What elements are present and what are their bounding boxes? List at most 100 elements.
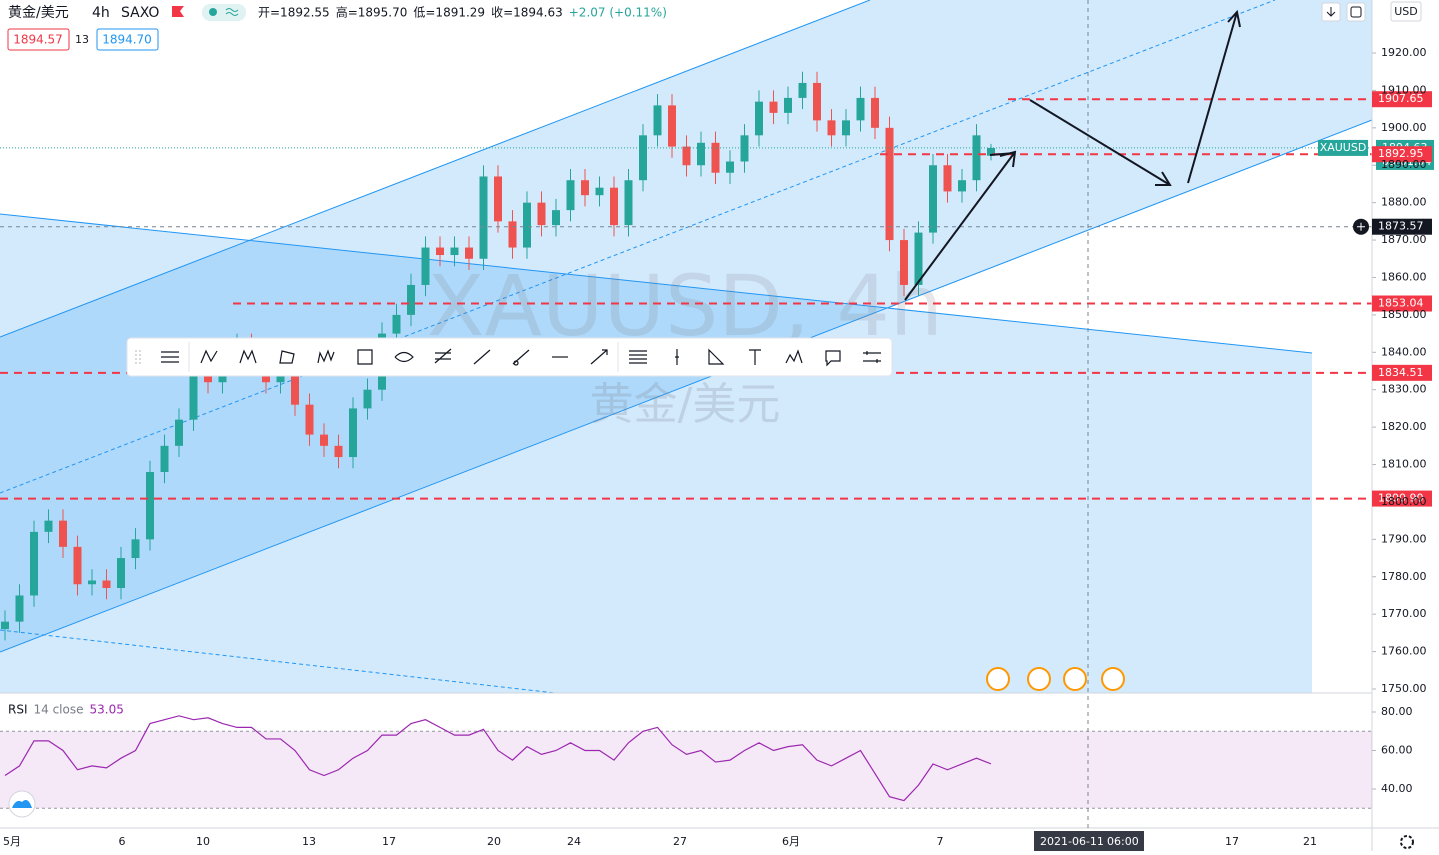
trend-line-dashed (0, 629, 556, 694)
x-tick-label: 27 (673, 835, 687, 848)
level-tag: 1800.90 (1378, 492, 1424, 505)
instrument-tag: XAUUSD (1320, 141, 1367, 154)
candle-body (827, 120, 836, 136)
candle-body (407, 284, 415, 315)
y-tick-label: 1760.00 (1381, 645, 1427, 658)
event-icon[interactable] (1027, 667, 1051, 691)
event-icon[interactable] (1063, 667, 1087, 691)
candle-body (755, 101, 763, 136)
y-tick-label: 1750.00 (1381, 682, 1427, 695)
candle-body (305, 404, 314, 435)
x-tick-label: 21 (1303, 835, 1317, 848)
ohlc-value: 开=1892.55 (258, 6, 330, 20)
y-tick-label: 40.00 (1381, 782, 1413, 795)
watermark-sub: 黄金/美元 (590, 379, 781, 430)
toolbar-button[interactable] (239, 349, 257, 364)
candle-body (450, 247, 459, 256)
arrow (1029, 99, 1172, 186)
flag-icon[interactable] (172, 6, 184, 17)
down-icon (1326, 7, 1336, 17)
toolbar-button[interactable] (629, 350, 647, 364)
level-tag-bg (1372, 490, 1432, 507)
y-tick-label: 1870.00 (1381, 233, 1427, 246)
toolbar-button[interactable] (434, 348, 452, 364)
candle-body (653, 105, 662, 136)
currency-button[interactable] (1390, 1, 1422, 22)
candle-body (668, 105, 676, 147)
y-tick-label: 1820.00 (1381, 420, 1427, 433)
bid-box[interactable] (7, 28, 70, 51)
toolbar-button[interactable] (357, 349, 373, 365)
interval: 4h (92, 5, 110, 21)
toolbar-button[interactable] (512, 349, 530, 366)
toolbar-button[interactable] (708, 348, 725, 365)
y-tick-label: 1770.00 (1381, 607, 1427, 620)
toolbar-button[interactable] (200, 349, 218, 364)
level-tag-bg (1372, 295, 1432, 312)
status-pill[interactable] (202, 4, 246, 21)
rsi-legend: 14 close (34, 703, 84, 717)
ask-box[interactable] (96, 28, 159, 51)
crosshair-tag-bg (1372, 218, 1432, 235)
y-tick-label: 1850.00 (1381, 308, 1427, 321)
crosshair-date: 2021-06-11 (1040, 835, 1104, 848)
toolbar-bg (126, 337, 893, 377)
candle-body (958, 180, 966, 192)
rsi-legend: RSI (8, 703, 28, 717)
candle-body (30, 531, 38, 596)
candle-body (726, 161, 734, 173)
toolbar-button[interactable] (785, 349, 803, 364)
spread: 13 (75, 33, 89, 46)
candle-body (436, 247, 444, 256)
x-tick-label: 20 (487, 835, 501, 848)
level-tag: 1907.65 (1378, 92, 1424, 105)
candle-body (160, 445, 169, 473)
y-tick-label: 1900.00 (1381, 121, 1427, 134)
ohlc-value: 收=1894.63 (491, 6, 563, 20)
candle-body (972, 135, 981, 181)
drawings (0, 0, 1373, 694)
reset-button[interactable] (1346, 2, 1366, 22)
arrow (1187, 9, 1241, 184)
toolbar-button[interactable] (473, 349, 491, 365)
level-tag: 1853.04 (1378, 297, 1424, 310)
toolbar-button[interactable] (825, 350, 841, 367)
x-tick-label: 5月 (3, 835, 21, 848)
toolbar-button[interactable] (749, 349, 761, 365)
toolbar-button[interactable] (675, 349, 679, 365)
candle-body (566, 180, 575, 211)
crosshair-plus-icon (1357, 222, 1365, 231)
trend-line (0, 213, 1313, 354)
toolbar-button[interactable] (863, 351, 881, 363)
y-tick-label: 1830.00 (1381, 383, 1427, 396)
rsi-line (4, 715, 992, 802)
x-tick-label: 7 (937, 835, 944, 848)
crosshair-date-box (1034, 831, 1144, 851)
candle-body (943, 165, 952, 192)
y-tick-label: 1800.00 (1381, 495, 1427, 508)
x-tick-label: 17 (1225, 835, 1239, 848)
toolbar-button[interactable] (394, 351, 414, 363)
candle-body (465, 247, 473, 259)
candle-body (885, 127, 894, 241)
toolbar-button[interactable] (161, 351, 179, 363)
candle-body (595, 187, 604, 196)
settings-icon[interactable] (1400, 835, 1414, 849)
ask: 1894.70 (102, 33, 152, 47)
event-icon[interactable] (1101, 667, 1125, 691)
toolbar-button[interactable] (590, 349, 608, 365)
toolbar-button[interactable] (317, 349, 335, 364)
toolbar-button[interactable] (279, 350, 295, 364)
y-tick-label: 1790.00 (1381, 532, 1427, 545)
candle-body (276, 371, 285, 383)
rsi-legend-value: 53.05 (90, 703, 124, 717)
candle-body (494, 176, 502, 222)
level-tag: 1834.51 (1378, 366, 1424, 379)
event-icon[interactable] (986, 667, 1010, 691)
y-tick-label: 1780.00 (1381, 570, 1427, 583)
candle-body (798, 82, 807, 98)
candle-body (44, 520, 53, 532)
candle-body (842, 120, 850, 136)
drawing-toolbar (126, 337, 893, 377)
